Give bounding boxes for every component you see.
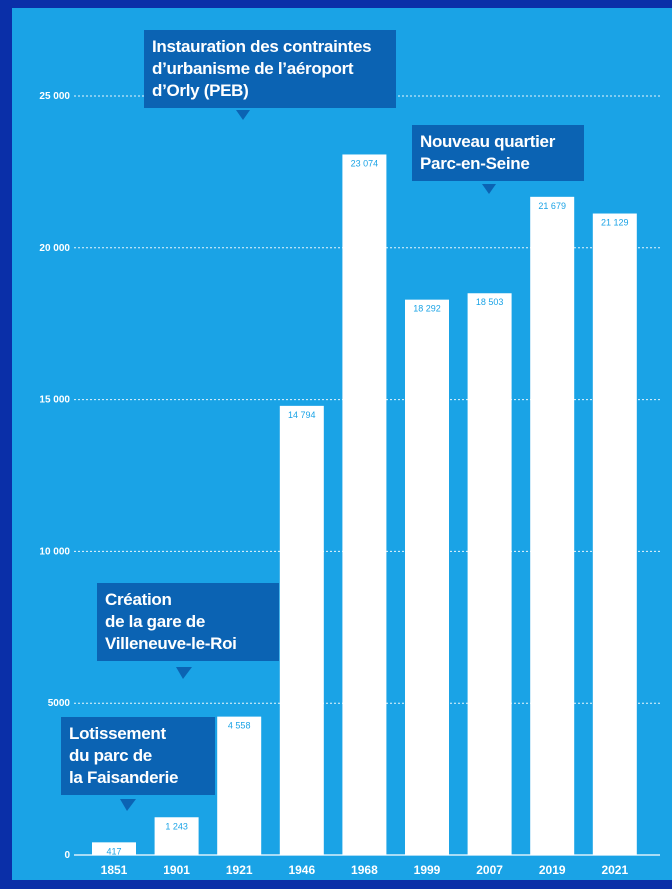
annotation-parc-pointer xyxy=(482,184,496,194)
x-tick-label-1999: 1999 xyxy=(414,863,441,877)
x-tick-label-2021: 2021 xyxy=(601,863,628,877)
y-tick-label-0: 0 xyxy=(64,850,70,861)
bar-value-label-2019: 21 679 xyxy=(538,201,566,211)
bar-value-label-1968: 23 074 xyxy=(351,158,379,168)
annotation-peb-pointer xyxy=(236,110,250,120)
y-tick-label-20000: 20 000 xyxy=(39,243,70,254)
bar-2021 xyxy=(592,213,637,855)
annotation-peb: Instauration des contraintes d’urbanisme… xyxy=(144,30,396,108)
annotation-faisanderie: Lotissement du parc de la Faisanderie xyxy=(61,717,215,795)
bar-value-label-1851: 417 xyxy=(106,846,121,856)
x-tick-label-1851: 1851 xyxy=(101,863,128,877)
bar-value-label-2007: 18 503 xyxy=(476,297,504,307)
x-tick-label-2007: 2007 xyxy=(476,863,503,877)
bar-2007 xyxy=(467,293,512,856)
bar-value-label-1921: 4 558 xyxy=(228,721,251,731)
bar-value-label-1901: 1 243 xyxy=(165,821,188,831)
annotation-gare-pointer xyxy=(176,667,192,679)
bar-1999 xyxy=(405,299,449,855)
y-tick-label-5000: 5000 xyxy=(48,698,71,709)
x-tick-label-1921: 1921 xyxy=(226,863,253,877)
bar-1968 xyxy=(342,154,387,855)
annotation-faisanderie-pointer xyxy=(120,799,136,811)
bar-value-label-2021: 21 129 xyxy=(601,218,629,228)
bar-value-label-1999: 18 292 xyxy=(413,304,441,314)
x-tick-label-1946: 1946 xyxy=(288,863,315,877)
y-tick-label-25000: 25 000 xyxy=(39,91,70,102)
bar-1851 xyxy=(92,842,136,855)
bar-1921 xyxy=(217,716,262,855)
x-tick-label-1968: 1968 xyxy=(351,863,378,877)
x-tick-label-1901: 1901 xyxy=(163,863,190,877)
x-tick-label-2019: 2019 xyxy=(539,863,566,877)
annotation-gare: Création de la gare de Villeneuve-le-Roi xyxy=(97,583,279,661)
bar-value-label-1946: 14 794 xyxy=(288,410,316,420)
y-tick-label-10000: 10 000 xyxy=(39,546,70,557)
annotation-parc-en-seine: Nouveau quartier Parc-en-Seine xyxy=(412,125,584,181)
bar-2019 xyxy=(530,196,575,855)
bar-1946 xyxy=(279,405,324,855)
y-tick-label-15000: 15 000 xyxy=(39,395,70,406)
bar-1901 xyxy=(154,817,199,855)
